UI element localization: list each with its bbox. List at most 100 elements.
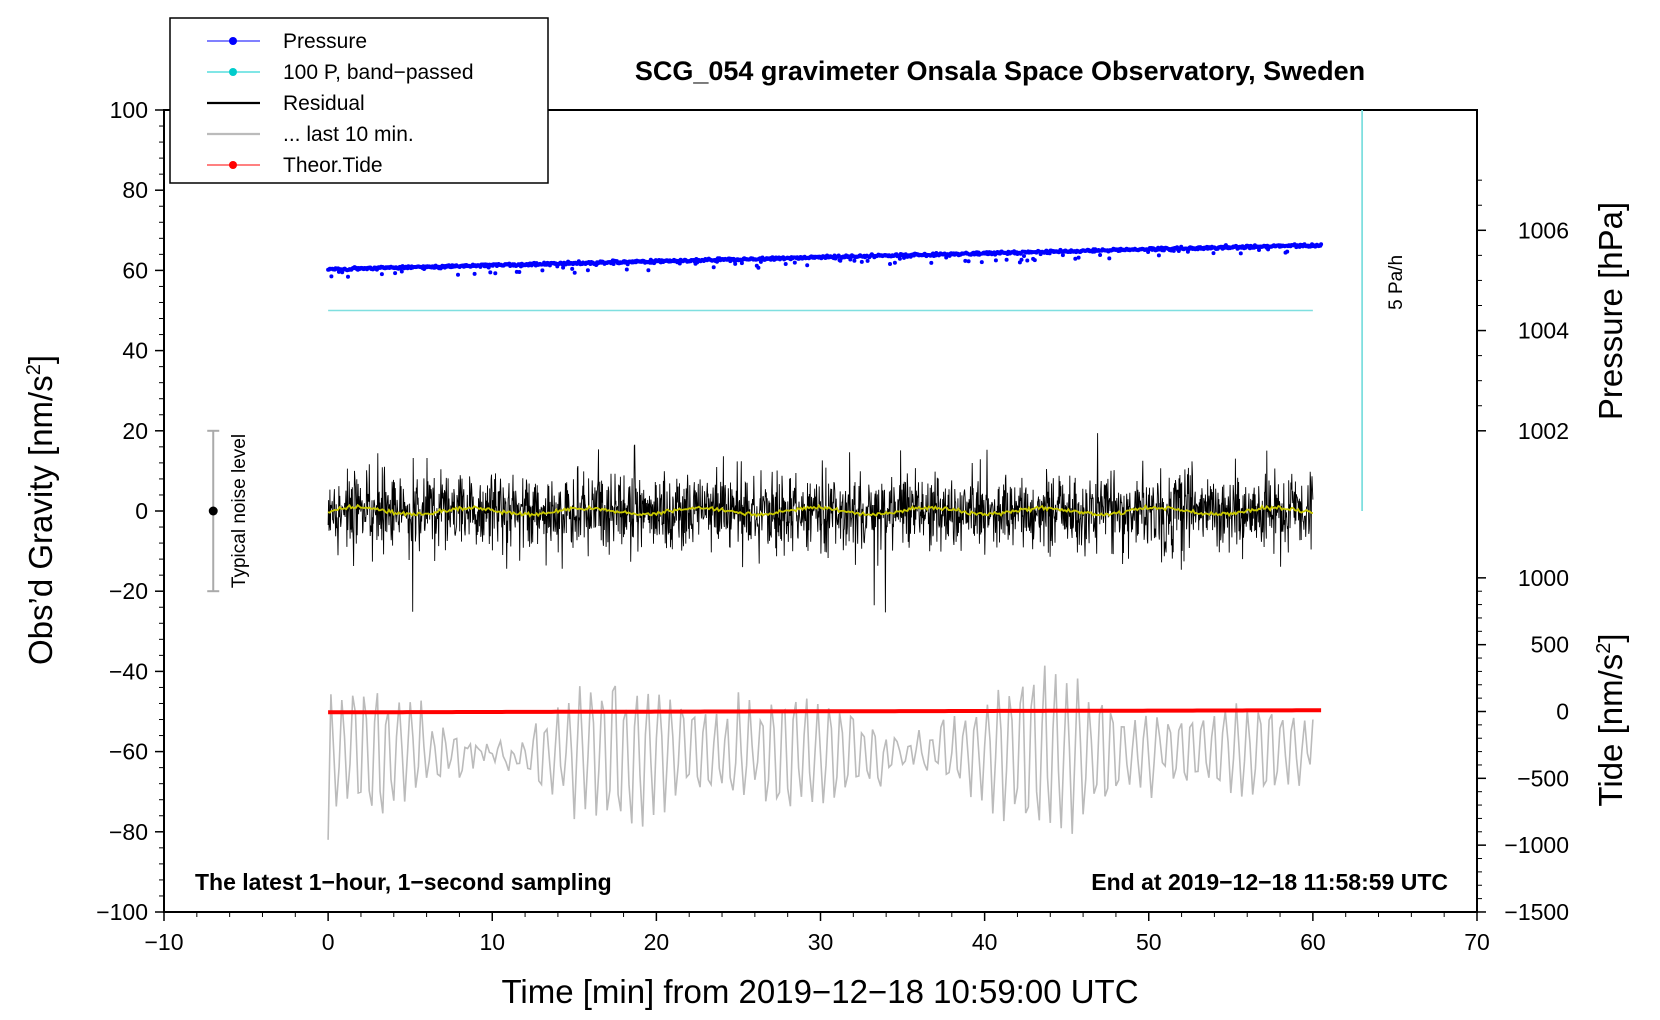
pressure-axis-title: Pressure [hPa]	[1592, 202, 1629, 420]
pressure-point	[488, 270, 493, 275]
x-tick-label: 30	[808, 929, 834, 955]
pressure-point	[1319, 242, 1324, 247]
y-axis-title-end: ]	[22, 355, 59, 364]
pressure-point	[1004, 257, 1009, 262]
x-tick-label: 70	[1464, 929, 1490, 955]
pressure-point	[966, 259, 971, 264]
tide-axis-title-main: Tide [nm/s	[1592, 654, 1629, 807]
pressure-series	[326, 242, 1324, 279]
pressure-point	[611, 262, 616, 266]
pressure-point	[1285, 249, 1290, 254]
tide-tick-label: −500	[1517, 765, 1569, 791]
pressure-rate-label: 5 Pa/h	[1386, 255, 1407, 310]
end-time-note: End at 2019−12−18 11:58:59 UTC	[1091, 869, 1448, 895]
pressure-point	[1019, 257, 1024, 262]
plot-content	[326, 242, 1324, 840]
legend: Pressure 100 P, band−passed Residual ... la…	[169, 17, 549, 184]
y-axis-title: Obs’d Gravity [nm/s2]	[22, 355, 59, 665]
pressure-point	[963, 258, 968, 263]
axes: −10 0 10 20 30 40 50 60 70−100−80−60−40−20020406…	[96, 97, 1569, 955]
y-tick-label: 20	[122, 418, 148, 444]
pressure-point	[1032, 258, 1037, 263]
pressure-tick-label: 1002	[1518, 418, 1569, 444]
pressure-point	[456, 272, 460, 277]
pressure-point	[805, 263, 810, 268]
tide-tick-label: 500	[1531, 632, 1569, 658]
pressure-point	[1076, 255, 1081, 260]
pressure-point	[1022, 254, 1026, 258]
tide-tick-label: −1000	[1504, 832, 1569, 858]
legend-marker	[229, 37, 237, 45]
legend-label: Residual	[283, 92, 365, 115]
x-tick-label: −10	[144, 929, 183, 955]
pressure-point	[897, 256, 902, 261]
tide-tick-label: −1500	[1504, 899, 1569, 925]
y-tick-label: 0	[135, 498, 148, 524]
pressure-point	[979, 260, 984, 265]
pressure-point	[756, 265, 761, 270]
x-tick-label: 10	[479, 929, 505, 955]
pressure-point	[993, 258, 998, 263]
pressure-point	[888, 262, 892, 266]
pressure-point	[1156, 253, 1161, 258]
tide-tick-label: 1000	[1518, 565, 1569, 591]
tide-axis-title: Tide [nm/s2]	[1592, 633, 1629, 806]
legend-label: Pressure	[283, 30, 367, 53]
pressure-point	[852, 258, 857, 263]
y-tick-label: 40	[122, 338, 148, 364]
pressure-point	[585, 268, 590, 273]
y-tick-label: −40	[109, 658, 148, 684]
legend-marker	[229, 68, 237, 76]
pressure-point	[379, 272, 384, 277]
pressure-point	[570, 266, 575, 271]
pressure-point	[1107, 256, 1112, 261]
pressure-point	[1238, 251, 1243, 256]
pressure-point	[472, 271, 477, 276]
y-tick-label: 60	[122, 257, 148, 283]
pressure-point	[1211, 251, 1216, 256]
pressure-point	[561, 265, 566, 270]
y-tick-label: −80	[109, 819, 148, 845]
pressure-point	[399, 269, 404, 274]
pressure-point	[892, 260, 897, 265]
pressure-point	[1073, 256, 1078, 261]
residual-line	[327, 433, 1314, 613]
residual-smoothed-line	[327, 503, 1313, 518]
pressure-point	[346, 274, 350, 279]
x-tick-label: 50	[1136, 929, 1162, 955]
x-axis-title: Time [min] from 2019−12−18 10:59:00 UTC	[501, 973, 1138, 1010]
y-tick-label: −100	[96, 899, 148, 925]
y-tick-label: −20	[109, 578, 148, 604]
pressure-point	[572, 270, 577, 275]
pressure-point	[739, 261, 744, 266]
y-axis-title-main: Obs’d Gravity [nm/s	[22, 375, 59, 665]
pressure-point	[944, 255, 949, 260]
y-tick-label: 80	[122, 177, 148, 203]
noise-level-bar	[207, 429, 220, 593]
last-10-min-line	[327, 665, 1314, 840]
pressure-point	[517, 270, 522, 274]
pressure-point	[1060, 253, 1065, 258]
tide-axis-title-sup: 2	[1593, 643, 1615, 654]
pressure-point	[711, 265, 716, 270]
noise-level-label: Typical noise level	[229, 434, 250, 588]
pressure-point	[859, 259, 864, 264]
pressure-point	[1257, 248, 1261, 252]
pressure-tick-label: 1006	[1518, 217, 1569, 243]
sampling-note: The latest 1−hour, 1−second sampling	[195, 869, 612, 895]
tide-tick-label: 0	[1556, 699, 1569, 725]
pressure-point	[624, 267, 629, 272]
pressure-point	[493, 271, 498, 276]
legend-box	[169, 17, 549, 184]
legend-marker	[229, 161, 237, 169]
x-tick-label: 40	[972, 929, 998, 955]
pressure-tick-label: 1004	[1518, 318, 1569, 344]
pressure-point	[792, 260, 797, 265]
pressure-point	[540, 268, 545, 273]
pressure-point	[865, 258, 870, 263]
pressure-point	[838, 258, 843, 263]
y-tick-label: 100	[110, 97, 148, 123]
pressure-point	[929, 260, 934, 265]
y-axis-title-sup: 2	[23, 364, 45, 375]
